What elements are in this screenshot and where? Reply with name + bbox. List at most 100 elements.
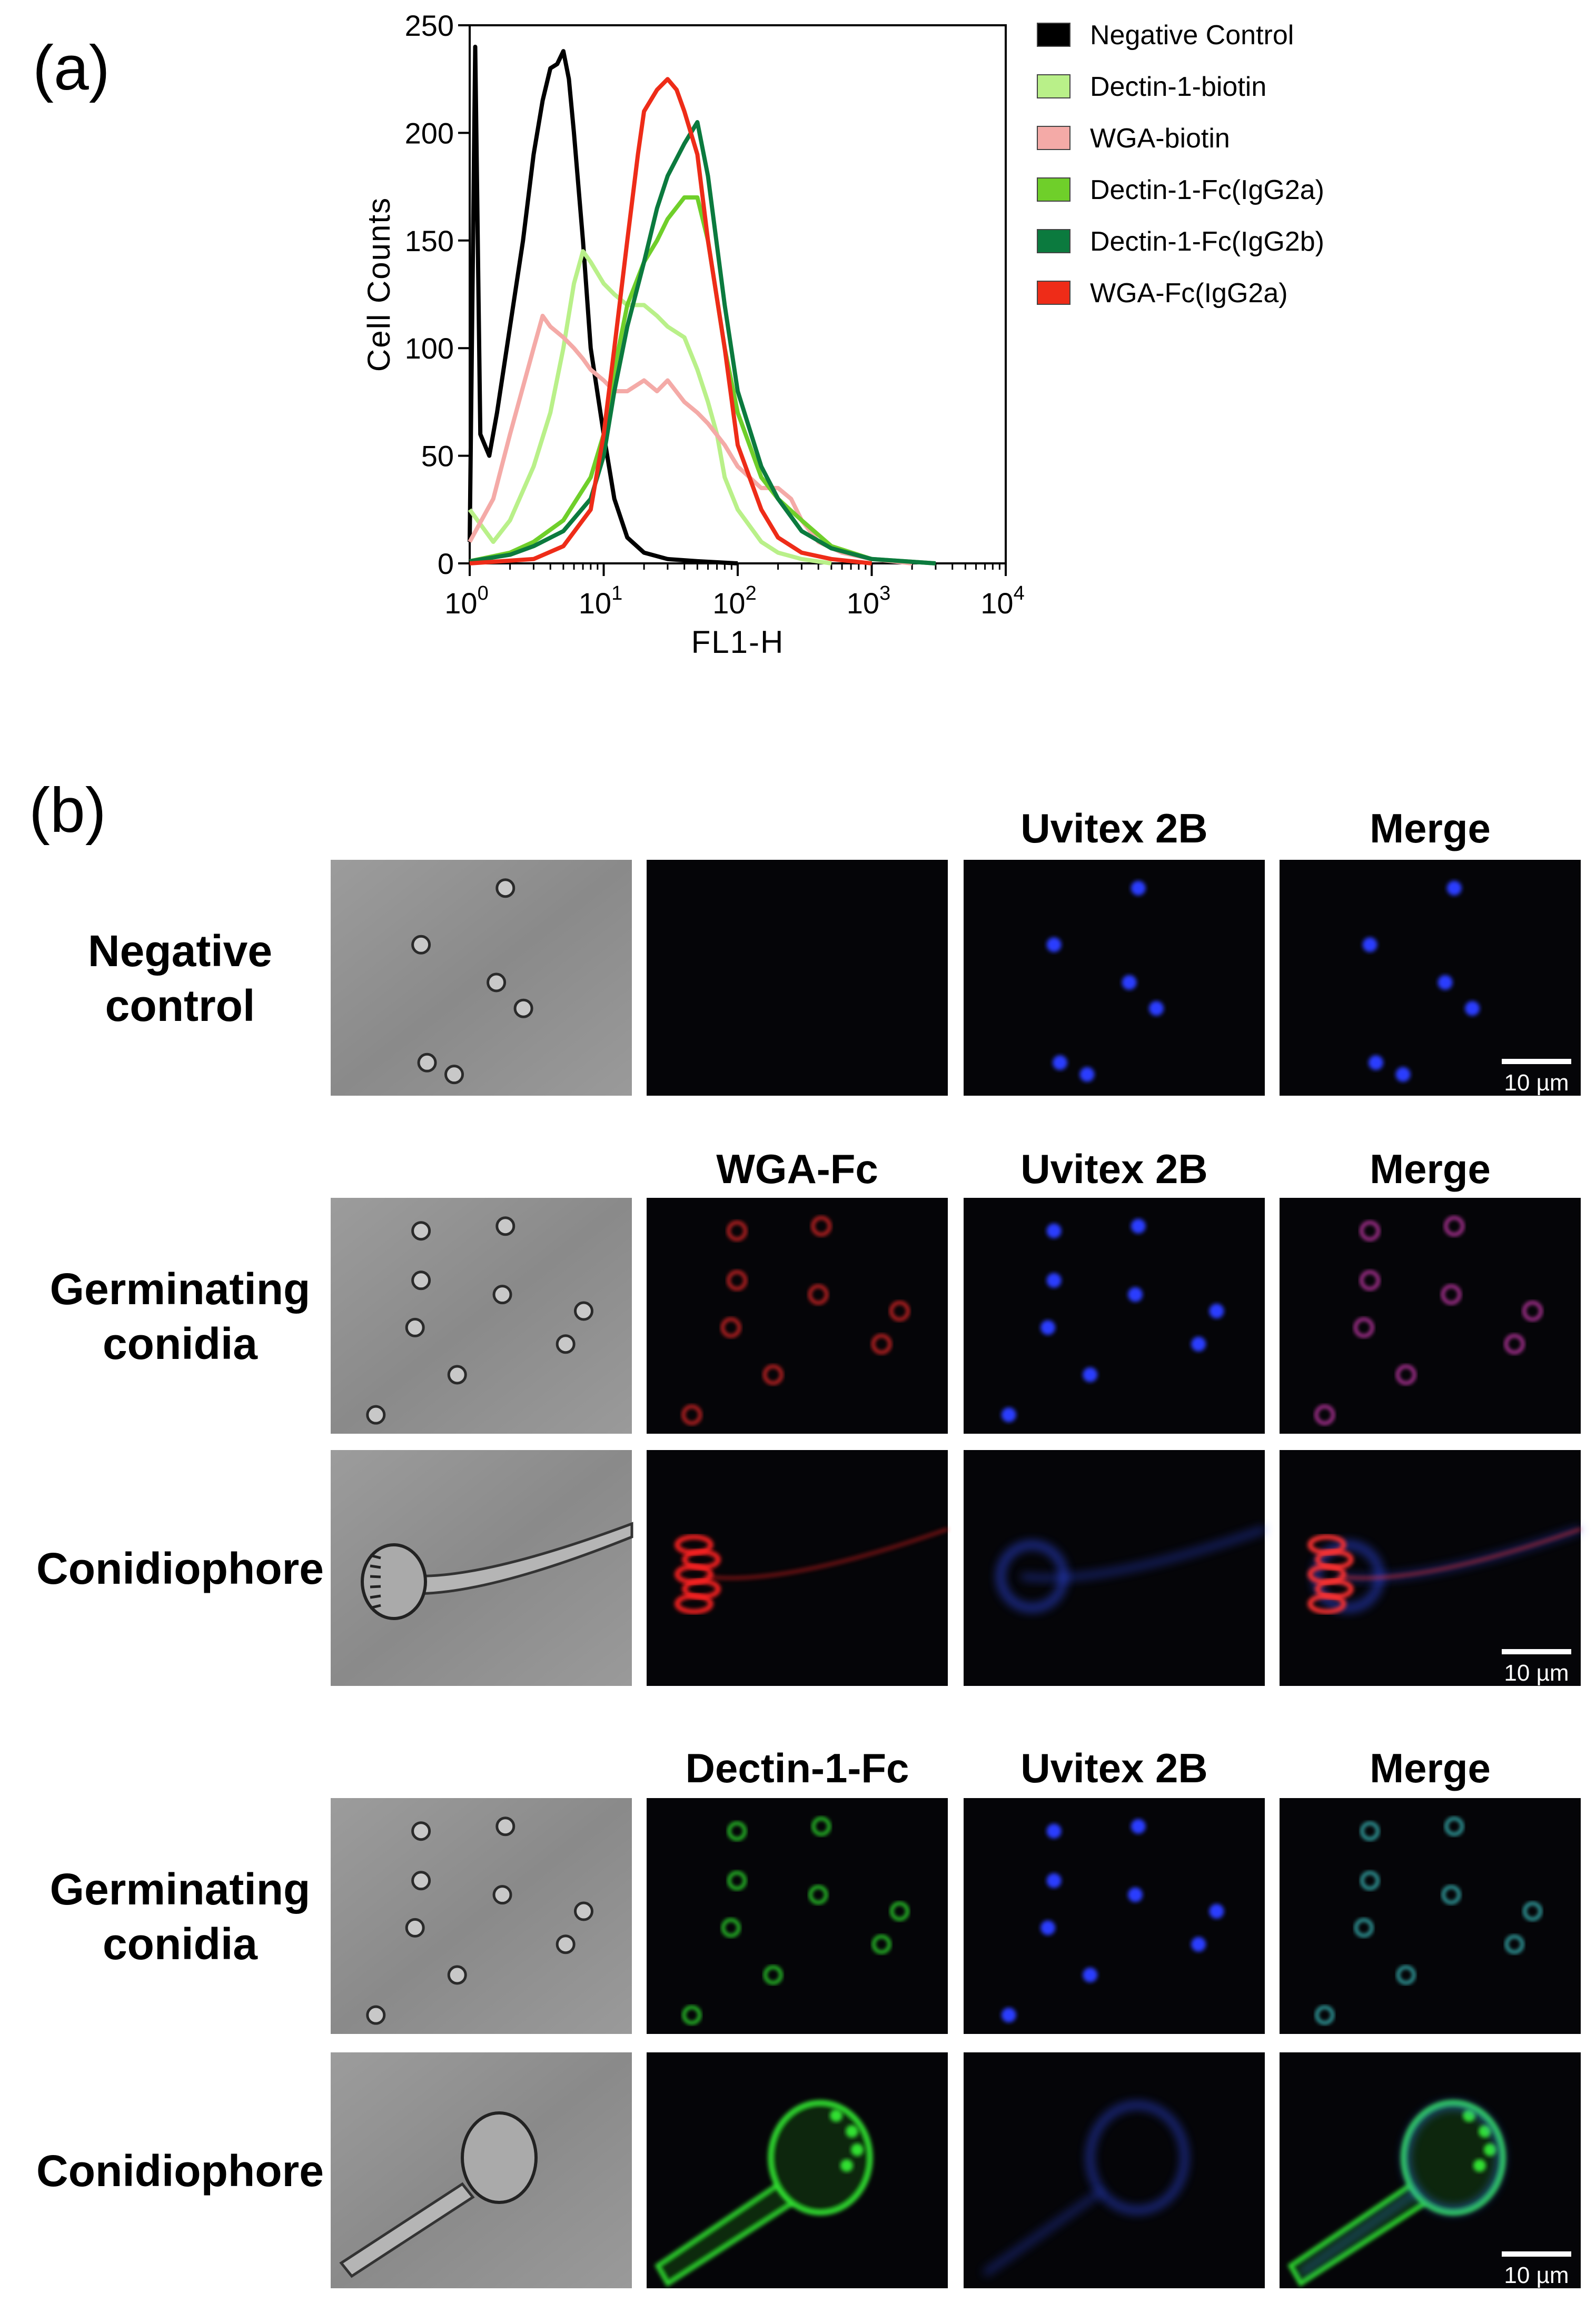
- conidiophore-shape: [983, 2102, 1188, 2276]
- conidium: [444, 1065, 464, 1085]
- micrograph-bf-conidia: [331, 1798, 632, 2034]
- stained-cell: [1442, 1885, 1461, 1904]
- x-tick-base: 10: [444, 587, 477, 620]
- micrograph-merge-blue: [1280, 860, 1581, 1096]
- scale-bar: [1502, 1059, 1571, 1064]
- conidium: [411, 935, 431, 955]
- x-tick-base: 10: [579, 587, 611, 620]
- y-axis-ticks: 0 50 100 150 200 250: [405, 9, 470, 580]
- conidiophore-shape: [1307, 1527, 1581, 1614]
- conidium: [411, 1821, 431, 1841]
- micrograph-blue-conidia: [964, 1198, 1265, 1434]
- stained-cell: [721, 1317, 741, 1337]
- conidium: [411, 1221, 431, 1241]
- stained-cell: [1209, 1904, 1224, 1919]
- series-lines: [468, 44, 936, 565]
- row-label: Germinating: [50, 1864, 311, 1914]
- micrograph-bf-conidiophore2: [331, 2052, 632, 2288]
- legend-entry: Dectin-1-Fc(IgG2b): [1090, 226, 1324, 257]
- conidium: [492, 1885, 512, 1905]
- stained-cell: [1444, 1216, 1464, 1236]
- conidium: [447, 1365, 467, 1385]
- stained-cell: [1505, 1935, 1524, 1954]
- stained-cell: [1315, 1405, 1335, 1425]
- row-label: Conidiophore: [36, 1544, 324, 1593]
- stained-cell: [1362, 937, 1377, 952]
- legend-swatch: [1037, 281, 1070, 305]
- column-header: Uvitex 2B: [1020, 1146, 1208, 1192]
- stained-cell: [1040, 1320, 1056, 1335]
- micrograph-bf-conidiophore: [331, 1450, 633, 1686]
- x-tick-exp: 0: [478, 582, 489, 604]
- stained-cell: [1523, 1902, 1542, 1921]
- x-tick-label: 100: [444, 582, 488, 620]
- stained-cell: [809, 1885, 828, 1904]
- micrograph-green-conidiophore: [647, 2052, 948, 2288]
- legend-entry: WGA-biotin: [1090, 123, 1230, 154]
- x-tick-exp: 1: [611, 582, 622, 604]
- x-tick-label: 103: [847, 582, 890, 620]
- micrograph-bg: [964, 2052, 1265, 2288]
- stained-cell: [1131, 1819, 1146, 1834]
- stained-cell: [889, 1301, 909, 1321]
- y-tick-label: 50: [421, 440, 454, 473]
- conidiophore-shape: [655, 2100, 873, 2287]
- y-tick-label: 150: [405, 224, 454, 257]
- stained-cell: [1046, 1273, 1062, 1288]
- micrograph-merge-red: [1280, 1198, 1581, 1434]
- legend-entry: WGA-Fc(IgG2a): [1090, 278, 1288, 309]
- x-tick-base: 10: [712, 587, 745, 620]
- micrograph-dark: [647, 860, 948, 1096]
- x-tick-base: 10: [980, 587, 1013, 620]
- x-axis-title: FL1-H: [691, 624, 785, 660]
- conidium: [513, 998, 533, 1018]
- stained-cell: [1001, 1407, 1016, 1423]
- legend-swatch: [1037, 23, 1070, 47]
- chart-legend: Negative Control Dectin-1-biotin WGA-bioti…: [1037, 20, 1324, 309]
- stained-cell: [1209, 1304, 1224, 1319]
- stained-cell: [1083, 1968, 1098, 1982]
- stained-cell: [1046, 1223, 1062, 1238]
- stained-cell: [872, 1935, 891, 1954]
- micrograph-blue-conidia: [964, 860, 1265, 1096]
- x-tick-exp: 3: [879, 582, 890, 604]
- y-tick-label: 250: [405, 9, 454, 42]
- x-tick-exp: 4: [1014, 582, 1025, 604]
- stained-cell: [1522, 1301, 1542, 1321]
- y-tick-label: 100: [405, 332, 454, 365]
- conidium: [411, 1270, 431, 1291]
- stained-cell: [1396, 1365, 1416, 1385]
- stained-cell: [1438, 975, 1453, 990]
- scale-bar: [1502, 2251, 1571, 2257]
- legend-swatch: [1037, 74, 1070, 98]
- stained-cell: [682, 1405, 702, 1425]
- y-tick-label: 200: [405, 116, 454, 150]
- stained-cell: [1149, 1001, 1164, 1016]
- series-line-4: [469, 120, 936, 565]
- row-label: conidia: [103, 1919, 258, 1969]
- stained-cell: [682, 2006, 701, 2024]
- stained-cell: [808, 1285, 828, 1305]
- conidiophore-shape: [997, 1526, 1266, 1612]
- conidiophore-shape: [675, 1527, 948, 1614]
- stained-cell: [1046, 1873, 1062, 1888]
- column-header: WGA-Fc: [716, 1146, 878, 1192]
- micrograph-bg: [647, 1798, 948, 2034]
- conidium: [487, 972, 507, 992]
- legend-entry: Negative Control: [1090, 20, 1294, 51]
- legend-swatch: [1037, 126, 1070, 150]
- conidiophore-shape: [361, 1522, 633, 1620]
- micrograph-group: Dectin-1-Fc Uvitex 2B Merge Germinatingconi…: [36, 1745, 1581, 2288]
- micrograph-merge-red-conidiophore: [1280, 1450, 1582, 1686]
- legend-entry: Dectin-1-Fc(IgG2a): [1090, 175, 1324, 205]
- series-line-1: [468, 249, 832, 565]
- conidium: [405, 1918, 425, 1938]
- stained-cell: [1445, 1817, 1464, 1836]
- stained-cell: [1395, 1067, 1411, 1082]
- stained-cell: [1131, 1218, 1146, 1234]
- series-line-5: [469, 77, 872, 565]
- stained-cell: [1128, 1887, 1143, 1902]
- panel-a-label: (a): [33, 33, 110, 103]
- column-header: Merge: [1370, 1146, 1491, 1192]
